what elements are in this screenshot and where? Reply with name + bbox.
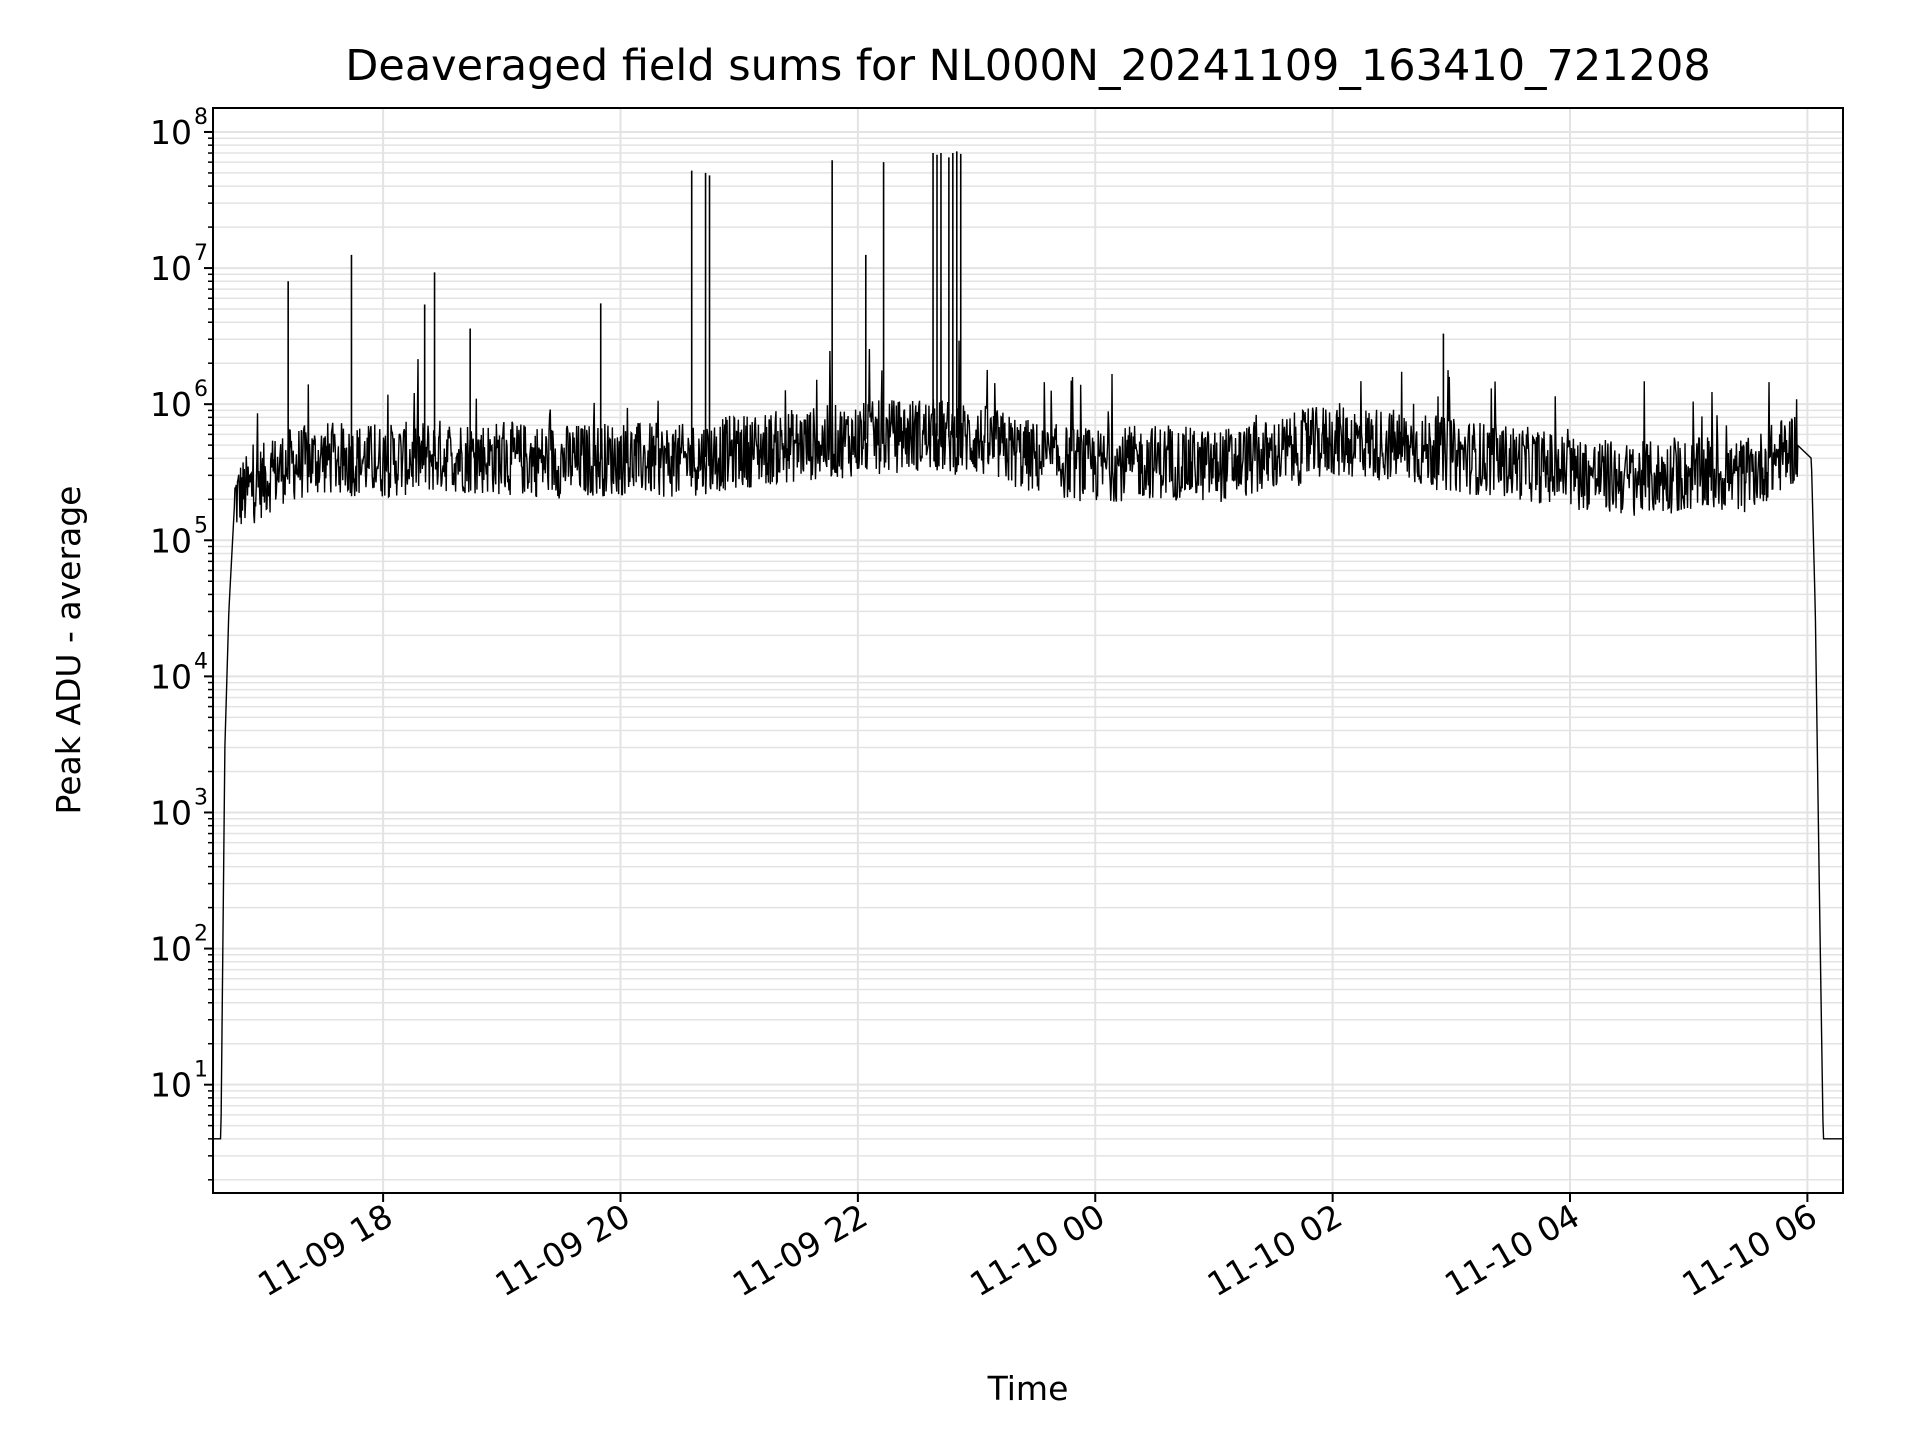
x-tick-label: 11-09 18 [251,1196,399,1304]
y-tick-exponent: 4 [194,649,208,674]
y-tick-label: 10 [150,657,192,696]
series-line [213,340,1843,1140]
x-tick-label: 11-10 06 [1675,1196,1823,1304]
x-axis-title: Time [987,1369,1069,1408]
grid-layer [213,108,1843,1193]
x-tick-label: 11-09 20 [489,1196,637,1304]
y-tick-exponent: 7 [194,241,208,266]
x-tick-label: 11-10 00 [963,1196,1111,1304]
y-tick-label: 10 [150,249,192,288]
y-tick-exponent: 2 [194,922,208,947]
y-tick-exponent: 6 [194,377,208,402]
y-axis-title: Peak ADU - average [49,486,88,815]
y-tick-label: 10 [150,113,192,152]
x-tick-label: 11-09 22 [726,1196,874,1304]
chart-title: Deaveraged field sums for NL000N_2024110… [345,41,1710,91]
plot-frame [212,107,1844,1194]
y-tick-label: 10 [150,521,192,560]
y-tick-exponent: 5 [194,513,208,538]
x-tick-label: 11-10 02 [1201,1196,1349,1304]
y-tick-exponent: 8 [194,105,208,130]
y-tick-exponent: 3 [194,785,208,810]
x-tick-label: 11-10 04 [1438,1196,1586,1304]
y-tick-label: 10 [150,793,192,832]
data-layer [213,151,1843,1140]
y-tick-label: 10 [150,930,192,969]
y-tick-label: 10 [150,1066,192,1105]
y-tick-label: 10 [150,385,192,424]
y-tick-exponent: 1 [194,1058,208,1083]
